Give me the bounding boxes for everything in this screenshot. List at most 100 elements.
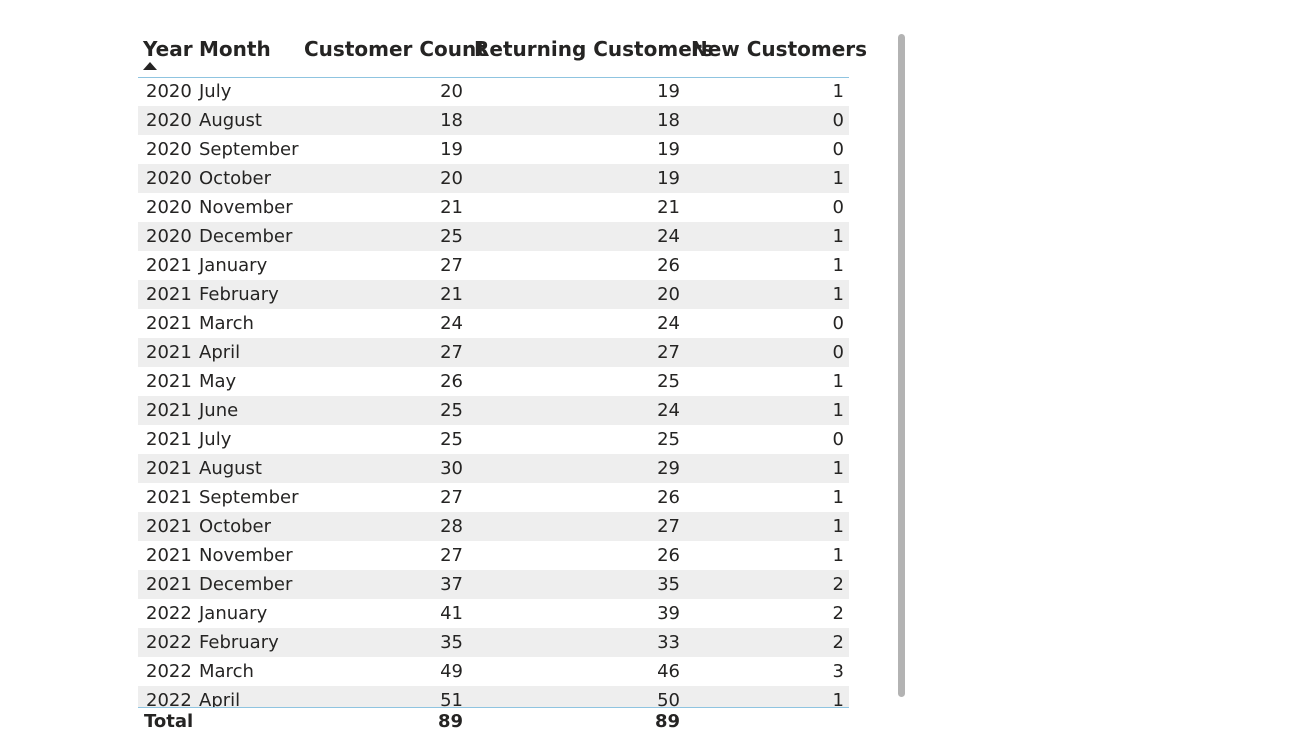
- table-row[interactable]: 2020 October 20 19 1: [138, 164, 849, 193]
- cell-customer-count: 19: [440, 139, 463, 160]
- cell-month: December: [199, 226, 293, 247]
- cell-year: 2020: [146, 197, 192, 218]
- cell-year: 2022: [146, 632, 192, 653]
- cell-year: 2022: [146, 690, 192, 707]
- table-row[interactable]: 2022 February 35 33 2: [138, 628, 849, 657]
- cell-returning-customers: 18: [657, 110, 680, 131]
- cell-year: 2021: [146, 342, 192, 363]
- table-row[interactable]: 2022 March 49 46 3: [138, 657, 849, 686]
- total-returning-customers: 89: [654, 711, 680, 732]
- cell-new-customers: 1: [832, 81, 844, 102]
- cell-customer-count: 51: [440, 690, 463, 707]
- cell-year: 2021: [146, 313, 192, 334]
- cell-returning-customers: 27: [657, 342, 680, 363]
- cell-customer-count: 26: [440, 371, 463, 392]
- table-row[interactable]: 2021 December 37 35 2: [138, 570, 849, 599]
- cell-month: June: [199, 400, 239, 421]
- cell-month: July: [199, 429, 232, 450]
- cell-year: 2020: [146, 81, 192, 102]
- cell-returning-customers: 24: [657, 226, 680, 247]
- cell-customer-count: 30: [440, 458, 463, 479]
- cell-customer-count: 24: [440, 313, 463, 334]
- cell-returning-customers: 33: [657, 632, 680, 653]
- cell-year: 2021: [146, 429, 192, 450]
- table-row[interactable]: 2021 February 21 20 1: [138, 280, 849, 309]
- cell-returning-customers: 27: [657, 516, 680, 537]
- table-row[interactable]: 2020 August 18 18 0: [138, 106, 849, 135]
- table-row[interactable]: 2021 January 27 26 1: [138, 251, 849, 280]
- column-header-year[interactable]: Year: [143, 37, 193, 61]
- table-visual: Year Month Customer Count Returning Cust…: [138, 0, 867, 739]
- cell-year: 2022: [146, 603, 192, 624]
- cell-customer-count: 27: [440, 487, 463, 508]
- column-header-month[interactable]: Month: [199, 37, 271, 61]
- table-row[interactable]: 2020 September 19 19 0: [138, 135, 849, 164]
- cell-customer-count: 20: [440, 81, 463, 102]
- cell-month: January: [199, 603, 268, 624]
- table-row[interactable]: 2021 August 30 29 1: [138, 454, 849, 483]
- cell-year: 2022: [146, 661, 192, 682]
- cell-customer-count: 21: [440, 284, 463, 305]
- cell-month: April: [199, 690, 241, 707]
- cell-month: August: [199, 458, 262, 479]
- cell-new-customers: 1: [832, 226, 844, 247]
- table-row[interactable]: 2021 April 27 27 0: [138, 338, 849, 367]
- table-row[interactable]: 2021 November 27 26 1: [138, 541, 849, 570]
- cell-month: February: [199, 284, 279, 305]
- vertical-scrollbar[interactable]: [898, 34, 905, 697]
- cell-year: 2021: [146, 545, 192, 566]
- table-row[interactable]: 2021 October 28 27 1: [138, 512, 849, 541]
- cell-returning-customers: 26: [657, 255, 680, 276]
- cell-month: September: [199, 139, 299, 160]
- cell-month: March: [199, 661, 254, 682]
- cell-new-customers: 1: [832, 371, 844, 392]
- cell-new-customers: 2: [832, 603, 844, 624]
- cell-year: 2020: [146, 139, 192, 160]
- table-row[interactable]: 2020 July 20 19 1: [138, 77, 849, 106]
- table-row[interactable]: 2021 March 24 24 0: [138, 309, 849, 338]
- table-row[interactable]: 2022 April 51 50 1: [138, 686, 849, 707]
- cell-month: August: [199, 110, 262, 131]
- cell-new-customers: 0: [832, 110, 844, 131]
- table-row[interactable]: 2021 July 25 25 0: [138, 425, 849, 454]
- cell-month: March: [199, 313, 254, 334]
- cell-customer-count: 41: [440, 603, 463, 624]
- table-row[interactable]: 2021 June 25 24 1: [138, 396, 849, 425]
- table-row[interactable]: 2020 November 21 21 0: [138, 193, 849, 222]
- sort-ascending-icon: [143, 62, 157, 70]
- table-row[interactable]: 2021 September 27 26 1: [138, 483, 849, 512]
- cell-new-customers: 1: [832, 168, 844, 189]
- cell-new-customers: 1: [832, 545, 844, 566]
- cell-customer-count: 28: [440, 516, 463, 537]
- cell-year: 2021: [146, 516, 192, 537]
- table-row[interactable]: 2022 January 41 39 2: [138, 599, 849, 628]
- cell-new-customers: 0: [832, 342, 844, 363]
- cell-customer-count: 21: [440, 197, 463, 218]
- cell-new-customers: 2: [832, 574, 844, 595]
- table-row[interactable]: 2021 May 26 25 1: [138, 367, 849, 396]
- cell-customer-count: 20: [440, 168, 463, 189]
- cell-month: November: [199, 197, 293, 218]
- cell-new-customers: 2: [832, 632, 844, 653]
- cell-customer-count: 37: [440, 574, 463, 595]
- cell-month: September: [199, 487, 299, 508]
- cell-returning-customers: 19: [657, 139, 680, 160]
- cell-year: 2021: [146, 400, 192, 421]
- cell-returning-customers: 26: [657, 487, 680, 508]
- table-body[interactable]: 2020 July 20 19 1 2020 August 18 18 0 2020 Septembe…: [138, 77, 849, 707]
- cell-customer-count: 25: [440, 400, 463, 421]
- column-header-customer-count[interactable]: Customer Count: [304, 37, 486, 61]
- cell-returning-customers: 29: [657, 458, 680, 479]
- cell-new-customers: 0: [832, 429, 844, 450]
- cell-customer-count: 27: [440, 545, 463, 566]
- cell-returning-customers: 25: [657, 429, 680, 450]
- cell-returning-customers: 24: [657, 400, 680, 421]
- column-header-returning-customers[interactable]: Returning Customers: [474, 37, 714, 61]
- column-header-new-customers[interactable]: New Customers: [691, 37, 868, 61]
- table-row[interactable]: 2020 December 25 24 1: [138, 222, 849, 251]
- cell-new-customers: 1: [832, 487, 844, 508]
- cell-new-customers: 1: [832, 255, 844, 276]
- cell-year: 2021: [146, 284, 192, 305]
- cell-month: February: [199, 632, 279, 653]
- cell-returning-customers: 25: [657, 371, 680, 392]
